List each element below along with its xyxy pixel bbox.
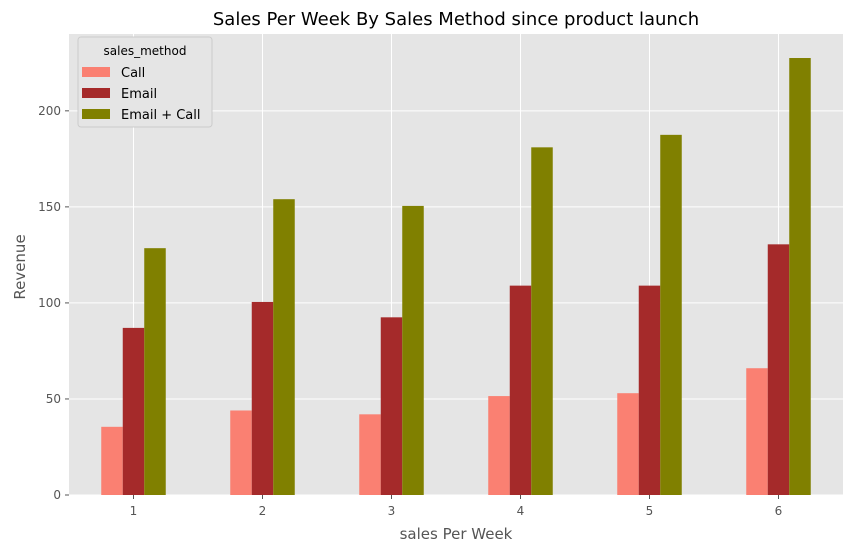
x-tick-label: 2 xyxy=(259,504,267,518)
bar xyxy=(638,285,661,495)
bar xyxy=(660,134,682,495)
y-tick-label: 150 xyxy=(38,200,61,214)
legend-items: Call Email Email + Call xyxy=(82,66,201,123)
y-tick-label: 50 xyxy=(46,392,61,406)
y-axis-label: Revenue xyxy=(11,234,29,299)
x-tick-label: 1 xyxy=(130,504,138,518)
y-tick-label: 200 xyxy=(38,104,61,118)
legend-label: Call xyxy=(121,66,145,81)
legend-label: Email xyxy=(121,87,157,102)
bar xyxy=(767,244,790,495)
bar xyxy=(251,301,274,495)
bar xyxy=(402,205,424,495)
bar xyxy=(509,285,532,495)
bar xyxy=(359,414,381,495)
bar xyxy=(122,327,145,495)
bar xyxy=(789,58,811,496)
x-axis-label: sales Per Week xyxy=(400,525,513,543)
legend-label: Email + Call xyxy=(121,108,201,123)
legend-box xyxy=(77,36,213,128)
bar xyxy=(144,248,166,495)
legend: sales_method Call Email Email + Call xyxy=(77,36,213,128)
bar xyxy=(617,393,639,495)
bar xyxy=(380,317,403,495)
y-tick-label: 100 xyxy=(38,296,61,310)
legend-swatch xyxy=(82,88,110,98)
x-tick-label: 3 xyxy=(388,504,396,518)
bar xyxy=(101,426,123,495)
legend-swatch xyxy=(82,67,110,77)
legend-title: sales_method xyxy=(104,44,187,58)
bar xyxy=(488,396,510,495)
bar xyxy=(230,410,252,495)
bar xyxy=(746,368,768,495)
y-tick-label: 0 xyxy=(53,488,61,502)
chart-title: Sales Per Week By Sales Method since pro… xyxy=(213,9,699,30)
x-tick-label: 6 xyxy=(775,504,783,518)
x-tick-label: 5 xyxy=(646,504,654,518)
bar xyxy=(531,147,553,495)
bar xyxy=(273,199,295,496)
legend-swatch xyxy=(82,109,110,119)
x-tick-label: 4 xyxy=(517,504,525,518)
